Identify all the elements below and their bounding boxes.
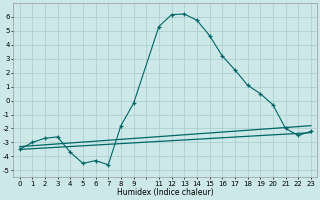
X-axis label: Humidex (Indice chaleur): Humidex (Indice chaleur) [117, 188, 213, 197]
